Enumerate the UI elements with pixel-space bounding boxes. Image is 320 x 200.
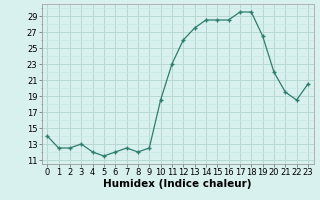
X-axis label: Humidex (Indice chaleur): Humidex (Indice chaleur)	[103, 179, 252, 189]
